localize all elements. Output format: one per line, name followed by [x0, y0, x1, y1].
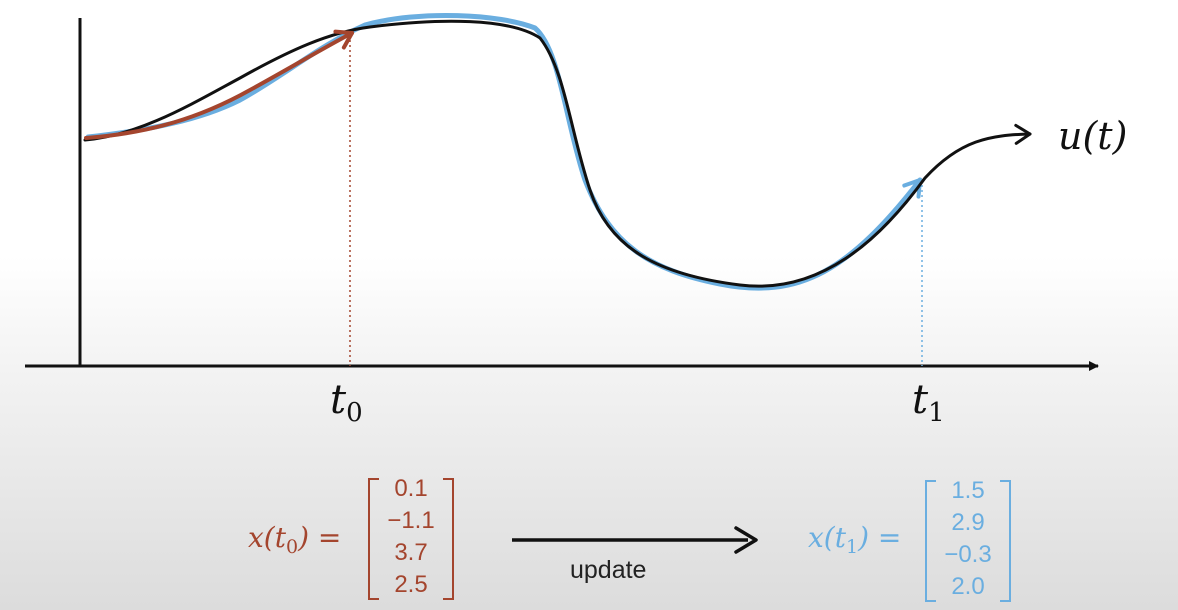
vector-entry: 3.7: [394, 539, 428, 566]
vector-entry: 2.0: [951, 573, 985, 600]
blue-trajectory: [85, 12, 923, 291]
red-trajectory: [84, 29, 354, 140]
t0-label: t0: [330, 377, 363, 428]
vector-entry: 2.5: [394, 571, 428, 598]
vector-entry: 0.1: [394, 475, 428, 502]
left-bracket: [925, 480, 936, 602]
update-label: update: [570, 556, 647, 584]
right-bracket: [1000, 480, 1011, 602]
left-bracket: [368, 478, 379, 600]
x-t1-label: x(t1) =: [808, 521, 902, 558]
t1-label: t1: [912, 377, 945, 428]
vector-entry: 2.9: [951, 509, 985, 536]
x-t0-label: x(t0) =: [248, 521, 342, 558]
x-t1-vector: 1.5 2.9 −0.3 2.0: [925, 477, 1011, 602]
vector-entry: −1.1: [387, 507, 435, 534]
update-arrowhead: [734, 526, 758, 554]
curve-label: u(t): [1058, 114, 1128, 158]
true-curve: [83, 19, 1032, 288]
x-t0-vector: 0.1 −1.1 3.7 2.5: [368, 475, 454, 600]
vector-entry: −0.3: [944, 541, 992, 568]
vector-entry: 1.5: [951, 477, 985, 504]
right-bracket: [443, 478, 454, 600]
